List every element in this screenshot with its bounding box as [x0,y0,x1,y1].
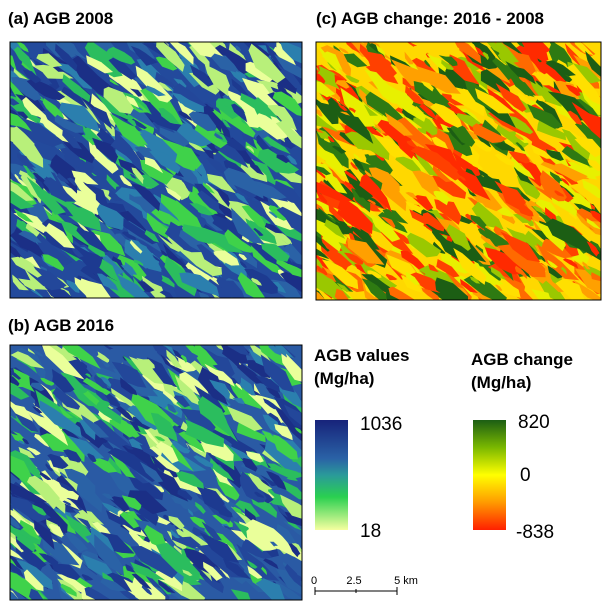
colorbar [473,420,506,530]
figure: (a) AGB 2008 (c) AGB change: 2016 - 2008… [0,0,603,602]
scale-label: 2.5 [346,575,361,587]
scale-label: 0 [311,575,317,587]
panel-title: (a) AGB 2008 [8,9,113,28]
scale-label: 5 km [394,575,418,587]
map-agb-2008 [0,23,323,314]
panel-title: (c) AGB change: 2016 - 2008 [316,9,544,28]
legend-label: -838 [516,522,554,543]
legend-title: AGB change [471,350,573,369]
scale-bar: 0 2.5 5 km [311,575,418,595]
map-agb-2016 [0,327,320,602]
map-agb-change [294,24,603,313]
legend-label: 0 [520,465,531,486]
legend-label: 1036 [360,414,402,435]
legend-title: (Mg/ha) [471,373,531,392]
colorbar [315,420,348,530]
legend-title: AGB values [314,346,409,365]
legend-label: 18 [360,521,381,542]
legend-label: 820 [518,412,550,433]
legend-title: (Mg/ha) [314,369,374,388]
panel-title: (b) AGB 2016 [8,316,114,335]
